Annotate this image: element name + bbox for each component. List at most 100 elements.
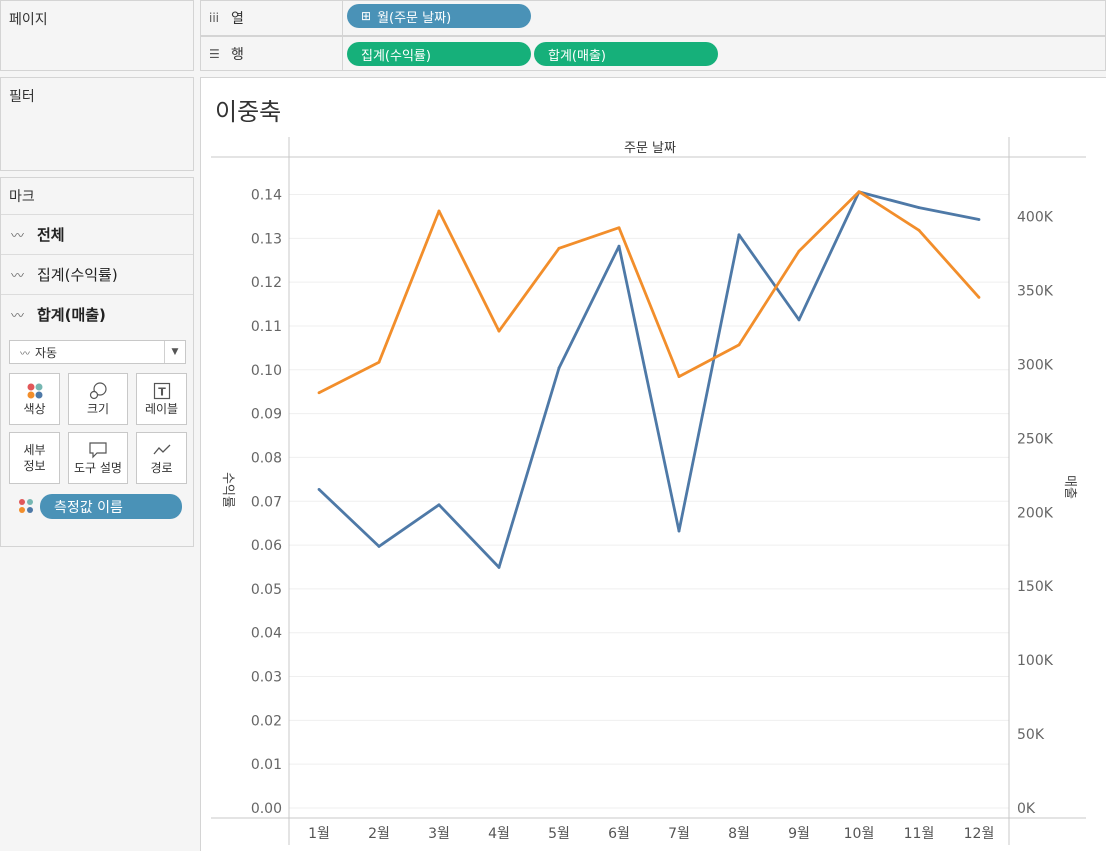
color-button[interactable]: 색상 bbox=[9, 373, 60, 425]
data-point bbox=[497, 566, 501, 569]
y-left-tick-label: 0.13 bbox=[251, 231, 282, 247]
y-left-tick-label: 0.12 bbox=[251, 275, 282, 291]
pill-label: 월(주문 날짜) bbox=[377, 10, 452, 26]
x-tick-label: 2월 bbox=[368, 826, 390, 842]
data-point bbox=[617, 226, 621, 230]
data-point bbox=[917, 206, 921, 210]
pages-title: 페이지 bbox=[9, 12, 48, 28]
row-pill-sales[interactable]: 합계(매출) bbox=[534, 42, 718, 66]
label-icon: T bbox=[153, 381, 171, 401]
filters-title: 필터 bbox=[9, 89, 35, 105]
data-point bbox=[737, 233, 741, 237]
y-axis-left-label: 수익률 bbox=[220, 472, 235, 508]
plus-box-icon: ⊞ bbox=[361, 9, 372, 23]
data-point bbox=[977, 218, 981, 221]
line-mark-icon: 〰 bbox=[11, 269, 25, 284]
x-tick-label: 8월 bbox=[728, 826, 750, 842]
y-right-tick-label: 50K bbox=[1017, 727, 1045, 743]
y-left-tick-label: 0.11 bbox=[251, 319, 282, 335]
data-point bbox=[377, 544, 381, 548]
data-point bbox=[857, 190, 861, 194]
detail-icon: 세부 정보 bbox=[23, 443, 46, 473]
x-tick-label: 7월 bbox=[668, 826, 690, 842]
y-right-tick-label: 300K bbox=[1017, 357, 1054, 373]
data-point bbox=[317, 391, 321, 395]
size-button[interactable]: 크기 bbox=[68, 373, 128, 425]
line-mark-icon: 〰 bbox=[11, 229, 25, 244]
mark-row-sales[interactable]: 〰 합계(매출) bbox=[1, 294, 193, 334]
y-right-tick-label: 400K bbox=[1017, 210, 1054, 226]
tooltip-button[interactable]: 도구 설명 bbox=[68, 432, 128, 484]
color-icon bbox=[26, 381, 44, 401]
y-left-tick-label: 0.08 bbox=[251, 450, 282, 466]
x-tick-label: 1월 bbox=[308, 826, 330, 842]
tooltip-icon bbox=[88, 440, 108, 460]
data-point bbox=[797, 318, 801, 322]
y-left-tick-label: 0.09 bbox=[251, 407, 282, 423]
data-point bbox=[317, 488, 321, 491]
size-icon bbox=[88, 381, 108, 401]
marks-card: 마크 〰 전체 〰 집계(수익률) 〰 합계(매출) 〰 자동 ▼ 색상 크기 … bbox=[0, 177, 194, 547]
viz-title: 이중축 bbox=[215, 98, 282, 126]
x-tick-label: 9월 bbox=[788, 826, 810, 842]
viz-area: 이중축 bbox=[200, 77, 1106, 851]
data-point bbox=[677, 529, 681, 533]
x-tick-label: 6월 bbox=[608, 826, 630, 842]
series-line bbox=[318, 190, 980, 569]
mark-row-all[interactable]: 〰 전체 bbox=[1, 214, 193, 254]
y-left-tick-label: 0.10 bbox=[251, 363, 282, 379]
color-field-label: 측정값 이름 bbox=[54, 499, 123, 516]
y-left-tick-label: 0.04 bbox=[251, 626, 282, 642]
data-point bbox=[617, 244, 621, 248]
y-left-tick-label: 0.02 bbox=[251, 713, 282, 729]
y-right-tick-label: 250K bbox=[1017, 431, 1054, 447]
line-mark-icon: 〰 bbox=[11, 309, 25, 324]
y-axis-right-label: 매출 bbox=[1062, 475, 1077, 499]
mark-type-value: 자동 bbox=[35, 345, 58, 360]
line-mark-icon: 〰 bbox=[20, 348, 30, 360]
x-tick-label: 10월 bbox=[844, 826, 875, 842]
mark-row-label: 전체 bbox=[37, 226, 65, 244]
y-left-tick-label: 0.01 bbox=[251, 757, 282, 773]
mark-row-label: 합계(매출) bbox=[37, 306, 106, 324]
mark-row-profit-ratio[interactable]: 〰 집계(수익률) bbox=[1, 254, 193, 294]
y-right-tick-label: 0K bbox=[1017, 801, 1036, 817]
x-tick-label: 11월 bbox=[904, 826, 935, 842]
y-right-tick-label: 100K bbox=[1017, 653, 1054, 669]
column-pill-month[interactable]: ⊞ 월(주문 날짜) bbox=[347, 4, 531, 28]
series-line bbox=[318, 190, 981, 395]
rows-shelf-label: ☰ 행 bbox=[201, 37, 343, 70]
label-label: 레이블 bbox=[144, 402, 179, 416]
y-right-tick-label: 200K bbox=[1017, 505, 1054, 521]
y-left-tick-label: 0.07 bbox=[251, 494, 282, 510]
path-label: 경로 bbox=[150, 461, 173, 475]
data-point bbox=[437, 503, 441, 507]
rows-shelf: ☰ 행 집계(수익률) 합계(매출) bbox=[200, 36, 1106, 71]
data-point bbox=[977, 295, 981, 299]
path-icon bbox=[152, 440, 172, 460]
y-left-tick-label: 0.03 bbox=[251, 670, 282, 686]
y-left-tick-label: 0.00 bbox=[251, 801, 282, 817]
row-pill-profit-ratio[interactable]: 집계(수익률) bbox=[347, 42, 531, 66]
column-header: 주문 날짜 bbox=[624, 141, 676, 156]
filters-panel[interactable]: 필터 bbox=[0, 77, 194, 171]
pages-panel: 페이지 bbox=[0, 0, 194, 71]
rows-label: 행 bbox=[231, 46, 244, 63]
data-point bbox=[557, 366, 561, 370]
chevron-down-icon[interactable]: ▼ bbox=[164, 341, 185, 363]
svg-text:T: T bbox=[158, 386, 166, 399]
path-button[interactable]: 경로 bbox=[136, 432, 187, 484]
columns-label: 열 bbox=[231, 11, 244, 27]
detail-button[interactable]: 세부 정보 bbox=[9, 432, 60, 484]
pill-label: 집계(수익률) bbox=[361, 48, 431, 64]
data-point bbox=[797, 249, 801, 253]
rows-icon: ☰ bbox=[209, 46, 220, 61]
data-point bbox=[677, 375, 681, 379]
y-left-tick-label: 0.05 bbox=[251, 582, 282, 598]
tooltip-label: 도구 설명 bbox=[74, 461, 122, 475]
marks-title: 마크 bbox=[9, 189, 35, 205]
label-button[interactable]: T 레이블 bbox=[136, 373, 187, 425]
x-tick-label: 4월 bbox=[488, 826, 510, 842]
mark-type-dropdown[interactable]: 〰 자동 ▼ bbox=[9, 340, 186, 364]
color-field-pill[interactable]: 측정값 이름 bbox=[40, 494, 182, 519]
